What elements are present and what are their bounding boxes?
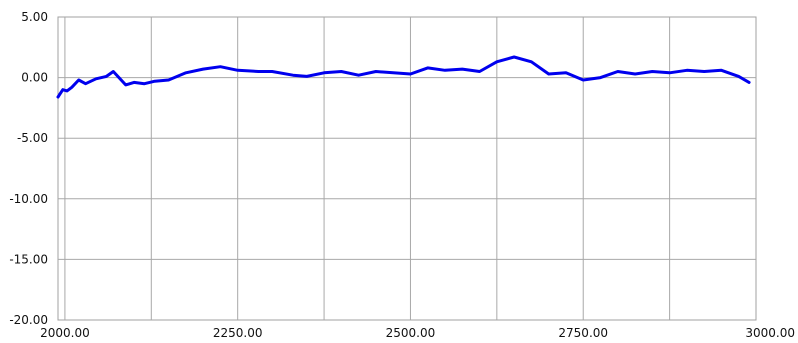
x-tick-label: 2250.00 (213, 326, 263, 340)
series-layer (56, 55, 751, 99)
x-tick-label: 2500.00 (386, 326, 436, 340)
y-tick-label: -10.00 (9, 192, 48, 206)
plot-area (57, 16, 757, 321)
grid-lines (58, 17, 756, 320)
x-tick-label: 3000.00 (745, 326, 795, 340)
y-tick-label: -15.00 (9, 252, 48, 266)
y-tick-label: -20.00 (9, 313, 48, 327)
y-tick-label: 0.00 (21, 71, 48, 85)
x-tick-label: 2750.00 (558, 326, 608, 340)
y-tick-label: -5.00 (17, 131, 48, 145)
x-tick-label: 2000.00 (40, 326, 90, 340)
series-line (56, 55, 751, 99)
y-tick-label: 5.00 (21, 10, 48, 24)
